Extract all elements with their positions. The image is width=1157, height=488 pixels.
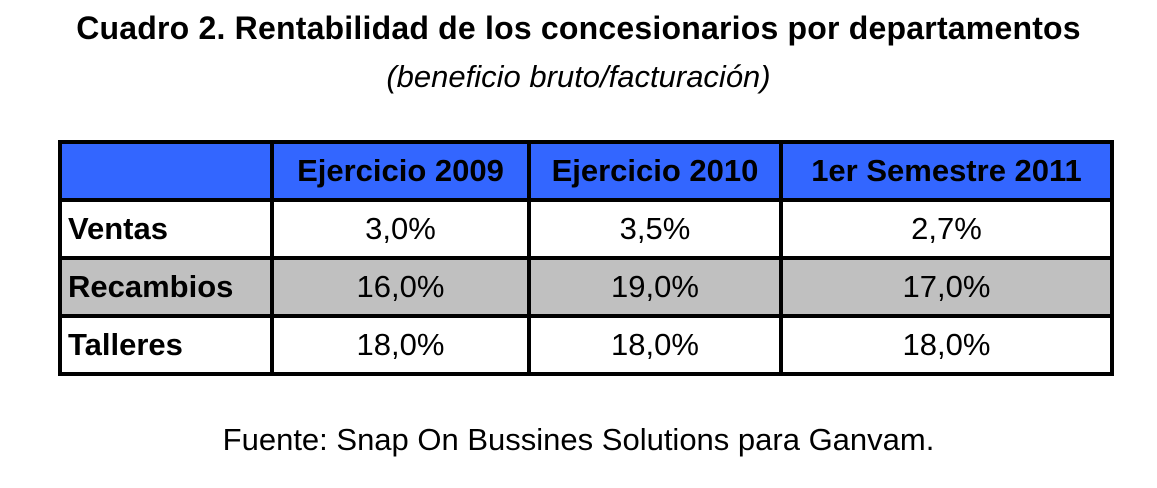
cell-ventas-2009: 3,0% [270,198,531,260]
source-note: Fuente: Snap On Bussines Solutions para … [222,422,935,457]
profitability-table: Ejercicio 2009 Ejercicio 2010 1er Semest… [58,140,1114,376]
table-row-ventas: Ventas 3,0% 3,5% 2,7% [58,198,1114,260]
cell-recambios-2011: 17,0% [779,256,1114,318]
table-subtitle: (beneficio bruto/facturación) [386,59,771,94]
cell-recambios-2010: 19,0% [527,256,783,318]
cell-talleres-2011: 18,0% [779,314,1114,376]
document-page: Cuadro 2. Rentabilidad de los concesiona… [0,10,1157,458]
header-cell-ejercicio-2010: Ejercicio 2010 [527,140,783,202]
cell-ventas-2011: 2,7% [779,198,1114,260]
table-header: Ejercicio 2009 Ejercicio 2010 1er Semest… [58,140,1114,202]
table-row-talleres: Talleres 18,0% 18,0% 18,0% [58,314,1114,376]
row-label-recambios: Recambios [58,256,274,318]
cell-recambios-2009: 16,0% [270,256,531,318]
table-row-recambios: Recambios 16,0% 19,0% 17,0% [58,256,1114,318]
row-label-ventas: Ventas [58,198,274,260]
cell-ventas-2010: 3,5% [527,198,783,260]
header-cell-ejercicio-2009: Ejercicio 2009 [270,140,531,202]
header-cell-empty [58,140,274,202]
cell-talleres-2010: 18,0% [527,314,783,376]
table-body: Ventas 3,0% 3,5% 2,7% Recambios 16,0% 19… [58,198,1114,376]
cell-talleres-2009: 18,0% [270,314,531,376]
table-title: Cuadro 2. Rentabilidad de los concesiona… [76,10,1081,46]
header-row: Ejercicio 2009 Ejercicio 2010 1er Semest… [58,140,1114,202]
header-cell-1er-semestre-2011: 1er Semestre 2011 [779,140,1114,202]
row-label-talleres: Talleres [58,314,274,376]
